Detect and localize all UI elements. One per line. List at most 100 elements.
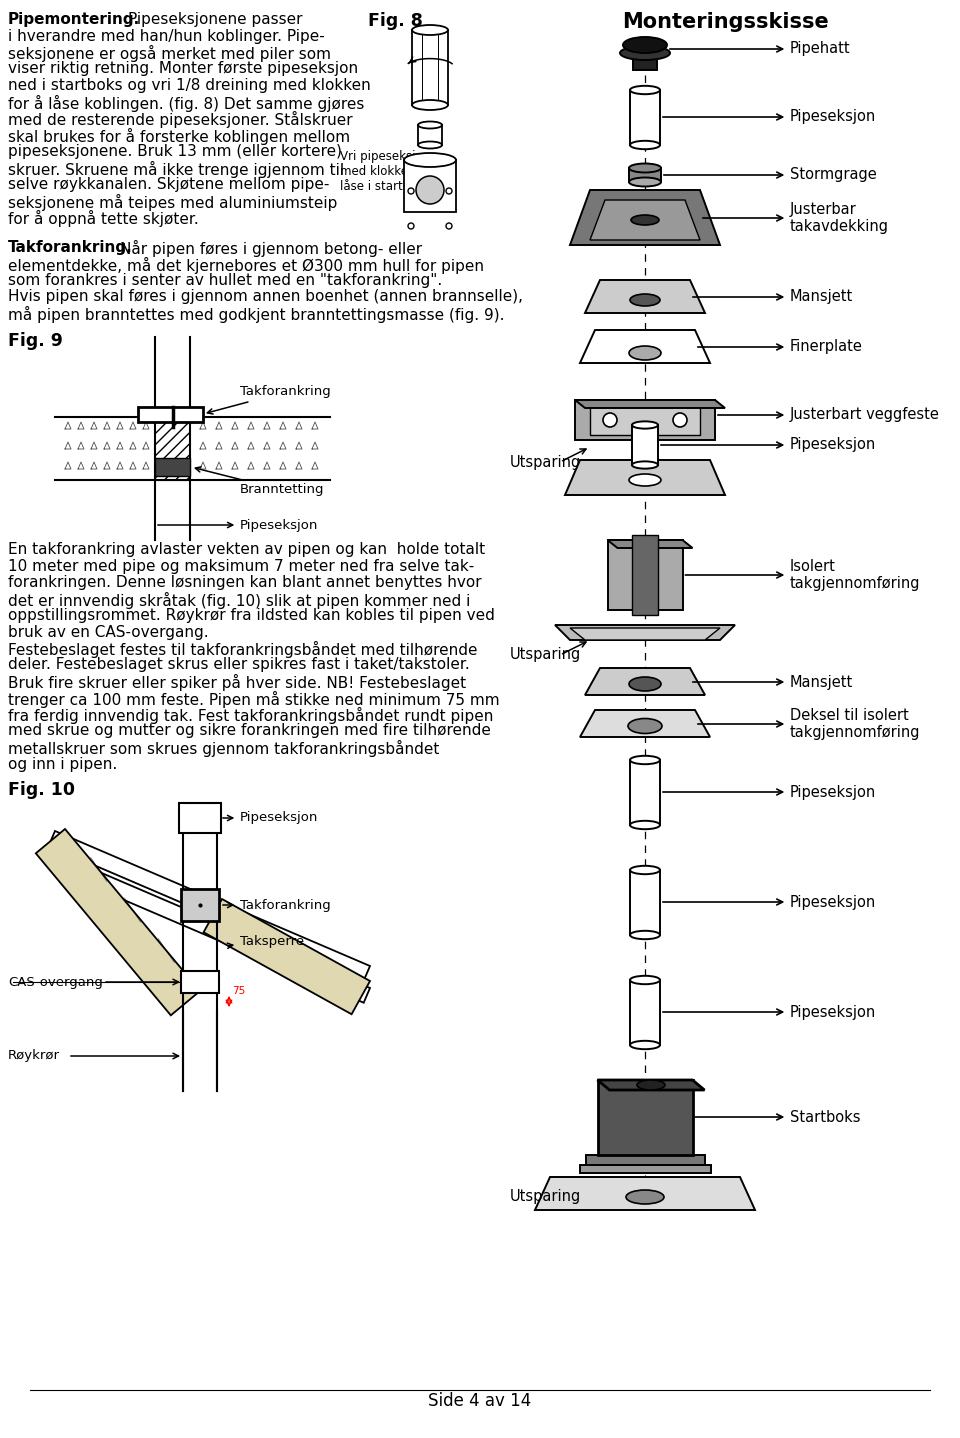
Text: Pipeseksjon: Pipeseksjon — [662, 894, 876, 909]
Text: Deksel til isolert
takgjennomføring: Deksel til isolert takgjennomføring — [698, 707, 921, 741]
Circle shape — [416, 175, 444, 204]
Bar — [630, 870, 660, 935]
Text: Mansjett: Mansjett — [693, 289, 853, 305]
Text: Pipemontering.: Pipemontering. — [8, 12, 140, 27]
Circle shape — [603, 413, 617, 427]
Bar — [608, 541, 683, 610]
Polygon shape — [580, 329, 710, 362]
Ellipse shape — [623, 37, 667, 53]
Polygon shape — [597, 1080, 705, 1090]
Ellipse shape — [629, 347, 661, 360]
Ellipse shape — [630, 1041, 660, 1050]
Text: Pipeseksjon: Pipeseksjon — [660, 437, 876, 453]
Polygon shape — [580, 710, 710, 738]
Polygon shape — [575, 400, 725, 408]
Text: for å oppnå tette skjøter.: for å oppnå tette skjøter. — [8, 210, 199, 227]
Ellipse shape — [630, 821, 660, 830]
Polygon shape — [585, 669, 705, 695]
Text: Utsparing: Utsparing — [510, 1189, 581, 1205]
Polygon shape — [565, 460, 725, 495]
Text: Monteringsskisse: Monteringsskisse — [622, 12, 828, 32]
Text: Hvis pipen skal føres i gjennom annen boenhet (annen brannselle),: Hvis pipen skal føres i gjennom annen bo… — [8, 289, 523, 305]
Bar — [630, 91, 660, 145]
Ellipse shape — [631, 216, 659, 224]
Ellipse shape — [630, 141, 660, 150]
Text: Bruk fire skruer eller spiker på hver side. NB! Festebeslaget: Bruk fire skruer eller spiker på hver si… — [8, 674, 467, 692]
Polygon shape — [590, 200, 700, 240]
Ellipse shape — [629, 677, 661, 692]
Bar — [418, 125, 442, 145]
Polygon shape — [49, 831, 370, 981]
Ellipse shape — [418, 141, 442, 148]
Polygon shape — [608, 541, 692, 548]
Circle shape — [408, 223, 414, 229]
Text: ned i startboks og vri 1/8 dreining med klokken: ned i startboks og vri 1/8 dreining med … — [8, 78, 371, 93]
Text: Startboks: Startboks — [695, 1110, 860, 1125]
Circle shape — [446, 223, 452, 229]
Text: Pipeseksjon: Pipeseksjon — [662, 109, 876, 125]
Text: Fig. 9: Fig. 9 — [8, 332, 62, 349]
Polygon shape — [204, 899, 370, 1014]
Bar — [632, 426, 658, 464]
Polygon shape — [36, 828, 200, 1015]
Text: seksjonene er også merket med piler som: seksjonene er også merket med piler som — [8, 45, 331, 62]
Ellipse shape — [629, 164, 661, 173]
Text: Stormgrage: Stormgrage — [663, 167, 876, 183]
Text: Mansjett: Mansjett — [693, 674, 853, 689]
Text: Isolert
takgjennomføring: Isolert takgjennomføring — [685, 559, 921, 591]
Polygon shape — [49, 853, 370, 1002]
Text: skruer. Skruene må ikke trenge igjennom til: skruer. Skruene må ikke trenge igjennom … — [8, 161, 344, 177]
Text: Fig. 8: Fig. 8 — [368, 12, 422, 30]
Polygon shape — [535, 1176, 755, 1209]
Bar — [412, 30, 448, 105]
Ellipse shape — [632, 421, 658, 429]
Bar — [586, 1155, 705, 1165]
Polygon shape — [570, 190, 720, 244]
Ellipse shape — [620, 46, 670, 60]
Text: seksjonene må teipes med aluminiumsteip: seksjonene må teipes med aluminiumsteip — [8, 194, 337, 210]
Ellipse shape — [637, 1080, 665, 1090]
Text: Utsparing: Utsparing — [510, 454, 581, 469]
Text: 10 meter med pipe og maksimum 7 meter ned fra selve tak-: 10 meter med pipe og maksimum 7 meter ne… — [8, 558, 474, 574]
Polygon shape — [585, 280, 705, 313]
Circle shape — [446, 188, 452, 194]
Text: Røykrør: Røykrør — [8, 1050, 60, 1063]
Text: fra ferdig innvendig tak. Fest takforankringsbåndet rundt pipen: fra ferdig innvendig tak. Fest takforank… — [8, 707, 493, 723]
Text: Vri pipeseksjon
med klokken for å
låse i startboksen: Vri pipeseksjon med klokken for å låse i… — [340, 150, 446, 193]
Text: skal brukes for å forsterke koblingen mellom: skal brukes for å forsterke koblingen me… — [8, 128, 350, 144]
Text: viser riktig retning. Monter første pipeseksjon: viser riktig retning. Monter første pipe… — [8, 62, 358, 76]
Text: forankringen. Denne løsningen kan blant annet benyttes hvor: forankringen. Denne løsningen kan blant … — [8, 575, 482, 590]
Ellipse shape — [630, 976, 660, 984]
Bar — [629, 168, 661, 183]
Bar — [138, 407, 203, 421]
Text: Takforankring: Takforankring — [207, 385, 331, 414]
Text: Takforankring.: Takforankring. — [8, 240, 132, 255]
Polygon shape — [555, 626, 735, 640]
Ellipse shape — [630, 86, 660, 95]
Text: CAS-overgang: CAS-overgang — [8, 976, 103, 989]
Text: Takforankring: Takforankring — [223, 899, 331, 912]
Ellipse shape — [412, 24, 448, 35]
Bar — [179, 802, 221, 833]
Ellipse shape — [630, 930, 660, 939]
Bar — [580, 1165, 710, 1173]
Ellipse shape — [626, 1191, 664, 1204]
Bar — [630, 981, 660, 1045]
Text: bruk av en CAS-overgang.: bruk av en CAS-overgang. — [8, 624, 208, 640]
Ellipse shape — [404, 152, 456, 167]
Text: Justerbar
takavdekking: Justerbar takavdekking — [703, 201, 889, 234]
Text: oppstillingsrommet. Røykrør fra ildsted kan kobles til pipen ved: oppstillingsrommet. Røykrør fra ildsted … — [8, 608, 494, 623]
Ellipse shape — [418, 121, 442, 128]
Text: som forankres i senter av hullet med en "takforankring".: som forankres i senter av hullet med en … — [8, 273, 443, 288]
Text: deler. Festebeslaget skrus eller spikres fast i taket/takstoler.: deler. Festebeslaget skrus eller spikres… — [8, 657, 469, 673]
Text: Utsparing: Utsparing — [510, 647, 581, 663]
Bar — [155, 457, 190, 476]
Text: det er innvendig skråtak (fig. 10) slik at pipen kommer ned i: det er innvendig skråtak (fig. 10) slik … — [8, 591, 470, 608]
Circle shape — [673, 413, 687, 427]
Bar — [633, 50, 657, 70]
Text: for å låse koblingen. (fig. 8) Det samme gjøres: for å låse koblingen. (fig. 8) Det samme… — [8, 95, 365, 112]
Circle shape — [408, 188, 414, 194]
Bar — [630, 761, 660, 825]
Text: En takforankring avlaster vekten av pipen og kan  holde totalt: En takforankring avlaster vekten av pipe… — [8, 542, 485, 557]
Text: Taksperre: Taksperre — [228, 935, 304, 948]
